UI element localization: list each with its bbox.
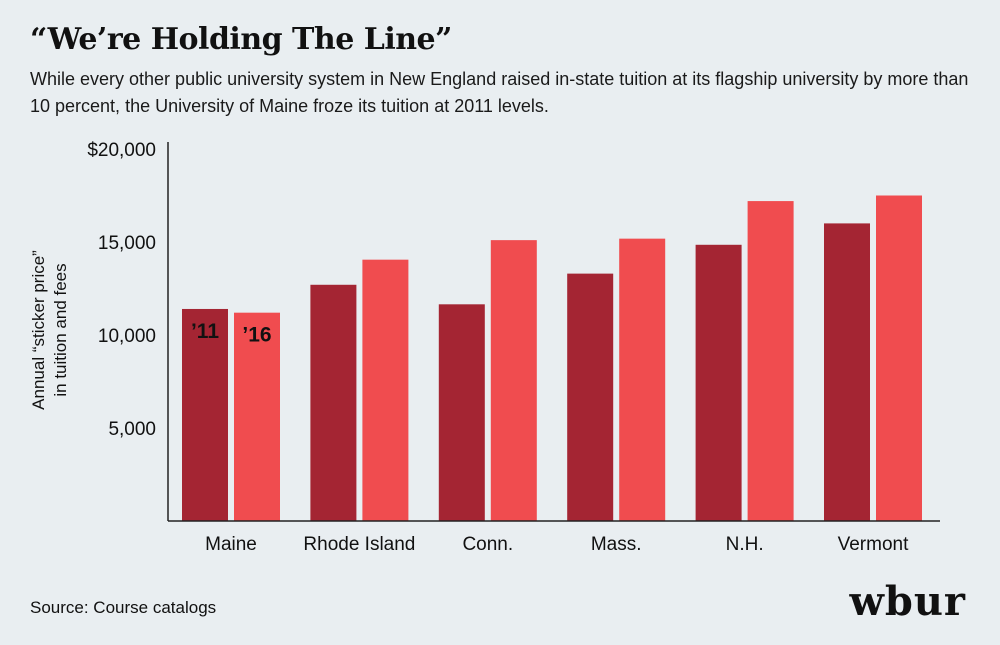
bar-rhode-island-2016	[362, 259, 409, 521]
bar-maine-2011	[182, 308, 228, 521]
chart-title: “We’re Holding The Line”	[30, 22, 452, 57]
chart-subtitle: While every other public university syst…	[30, 69, 969, 116]
y-axis-label-line1: Annual “sticker price”	[29, 250, 48, 410]
category-label: Vermont	[838, 534, 909, 555]
category-label: N.H.	[726, 534, 764, 555]
y-tick-label: 10,000	[98, 326, 156, 347]
bars: ’11 ’16	[182, 195, 922, 522]
bar-mass-2016	[619, 238, 666, 522]
bar-mass-2011	[567, 273, 614, 521]
category-labels: Maine Rhode Island Conn. Mass. N.H. Vermont	[205, 534, 909, 555]
y-tick-label: $20,000	[87, 140, 156, 161]
source-note: Source: Course catalogs	[30, 598, 217, 617]
category-label: Conn.	[462, 534, 513, 555]
y-axis-ticks: 5,000 10,000 15,000 $20,000	[87, 140, 156, 440]
wbur-logo: wbur	[849, 578, 966, 625]
bar-n-h-2016	[747, 201, 794, 521]
bar-vermont-2011	[824, 223, 870, 521]
bar-conn-2016	[490, 240, 537, 521]
category-label: Rhode Island	[303, 534, 415, 555]
y-tick-label: 5,000	[108, 419, 156, 440]
category-label: Mass.	[591, 534, 642, 555]
series-label-2011: ’11	[191, 320, 219, 343]
bar-conn-2011	[438, 304, 485, 521]
series-label-2016: ’16	[242, 324, 271, 347]
bar-rhode-island-2011	[310, 284, 357, 521]
bar-vermont-2016	[876, 195, 922, 521]
y-axis-label-line2: in tuition and fees	[51, 263, 70, 396]
category-label: Maine	[205, 534, 257, 555]
bar-maine-2016	[234, 312, 280, 521]
bar-n-h-2011	[695, 244, 742, 522]
y-tick-label: 15,000	[98, 233, 156, 254]
